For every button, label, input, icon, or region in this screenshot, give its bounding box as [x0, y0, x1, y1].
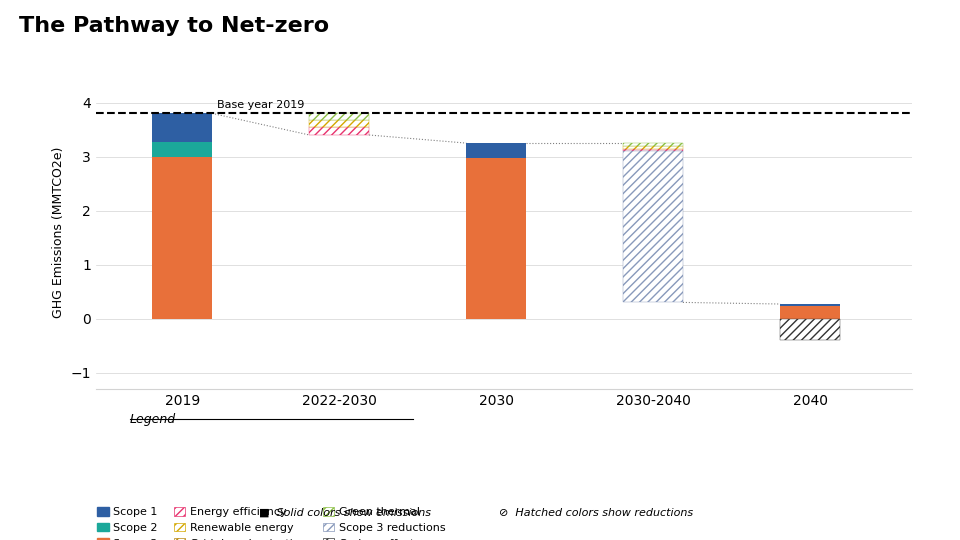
Text: Legend: Legend [130, 413, 176, 426]
Text: ⊘  Hatched colors show reductions: ⊘ Hatched colors show reductions [499, 508, 693, 518]
Bar [309, 127, 369, 135]
Bar [623, 148, 683, 151]
Text: The Pathway to Net-zero: The Pathway to Net-zero [19, 16, 329, 36]
Bar [153, 157, 212, 319]
Text: ■  Solid colors show emissions: ■ Solid colors show emissions [259, 508, 431, 518]
Bar [467, 143, 526, 158]
Bar [467, 158, 526, 319]
Bar [623, 143, 683, 146]
Text: Base year 2019: Base year 2019 [217, 99, 304, 110]
Bar [153, 113, 212, 142]
Bar [780, 306, 840, 319]
Bar [780, 319, 840, 340]
Bar [623, 151, 683, 302]
Bar [309, 120, 369, 127]
Bar [780, 304, 840, 306]
Bar [153, 142, 212, 157]
Legend: Scope 1, Scope 2, Scope 3, Energy efficiency, Renewable energy, Grid decarboniza: Scope 1, Scope 2, Scope 3, Energy effici… [98, 507, 445, 540]
Y-axis label: GHG Emissions (MMTCO2e): GHG Emissions (MMTCO2e) [52, 146, 65, 318]
Bar [309, 113, 369, 120]
Bar [623, 146, 683, 148]
